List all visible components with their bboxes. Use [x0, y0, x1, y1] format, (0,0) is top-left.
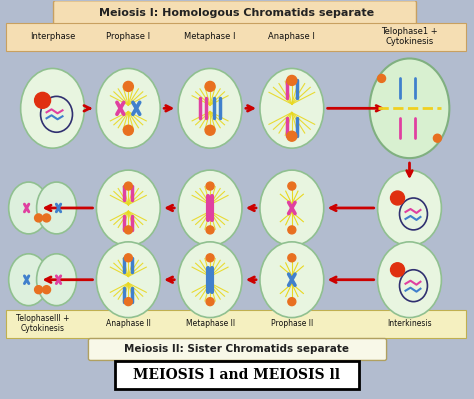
Circle shape — [206, 298, 214, 306]
Ellipse shape — [36, 254, 76, 306]
Circle shape — [288, 254, 296, 262]
Ellipse shape — [36, 182, 76, 234]
Ellipse shape — [178, 170, 242, 246]
Ellipse shape — [96, 170, 160, 246]
Ellipse shape — [378, 170, 441, 246]
Text: Metaphase II: Metaphase II — [185, 319, 235, 328]
Ellipse shape — [9, 182, 48, 234]
Circle shape — [206, 226, 214, 234]
FancyBboxPatch shape — [54, 1, 417, 25]
Text: Telophase1 +
Cytokinesis: Telophase1 + Cytokinesis — [381, 27, 438, 46]
Circle shape — [378, 75, 385, 83]
Circle shape — [287, 75, 297, 85]
Text: MEIOSIS l and MEIOSIS ll: MEIOSIS l and MEIOSIS ll — [134, 368, 340, 382]
Text: Metaphase I: Metaphase I — [184, 32, 236, 41]
Text: Interphase: Interphase — [30, 32, 75, 41]
Ellipse shape — [260, 69, 324, 148]
Circle shape — [433, 134, 441, 142]
Circle shape — [391, 191, 404, 205]
Circle shape — [123, 81, 133, 91]
FancyBboxPatch shape — [89, 338, 387, 360]
Circle shape — [287, 131, 297, 141]
Ellipse shape — [96, 242, 160, 318]
Circle shape — [205, 81, 215, 91]
Circle shape — [205, 125, 215, 135]
Ellipse shape — [9, 254, 48, 306]
Circle shape — [123, 125, 133, 135]
Ellipse shape — [370, 59, 449, 158]
Ellipse shape — [260, 170, 324, 246]
Circle shape — [124, 182, 132, 190]
Circle shape — [35, 214, 43, 222]
Circle shape — [35, 93, 51, 108]
FancyBboxPatch shape — [6, 23, 466, 51]
Text: Anaphase I: Anaphase I — [268, 32, 315, 41]
Text: Meiosis II: Sister Chromatids separate: Meiosis II: Sister Chromatids separate — [125, 344, 349, 354]
FancyBboxPatch shape — [6, 310, 466, 338]
Circle shape — [288, 226, 296, 234]
Circle shape — [35, 286, 43, 294]
Ellipse shape — [178, 69, 242, 148]
Ellipse shape — [378, 242, 441, 318]
Text: Meiosis I: Homologous Chromatids separate: Meiosis I: Homologous Chromatids separat… — [100, 8, 374, 18]
Circle shape — [206, 182, 214, 190]
Circle shape — [288, 182, 296, 190]
FancyBboxPatch shape — [115, 361, 359, 389]
Circle shape — [391, 263, 404, 277]
Circle shape — [206, 254, 214, 262]
Text: Prophase II: Prophase II — [271, 319, 313, 328]
Ellipse shape — [21, 69, 84, 148]
Ellipse shape — [178, 242, 242, 318]
Ellipse shape — [260, 242, 324, 318]
Circle shape — [124, 226, 132, 234]
Text: Prophase I: Prophase I — [106, 32, 150, 41]
Circle shape — [288, 298, 296, 306]
Ellipse shape — [96, 69, 160, 148]
Circle shape — [43, 286, 51, 294]
Text: Anaphase II: Anaphase II — [106, 319, 151, 328]
Circle shape — [124, 298, 132, 306]
Text: Interkinesis: Interkinesis — [387, 319, 432, 328]
Circle shape — [124, 254, 132, 262]
Circle shape — [43, 214, 51, 222]
Text: TelophasellI +
Cytokinesis: TelophasellI + Cytokinesis — [16, 314, 69, 333]
